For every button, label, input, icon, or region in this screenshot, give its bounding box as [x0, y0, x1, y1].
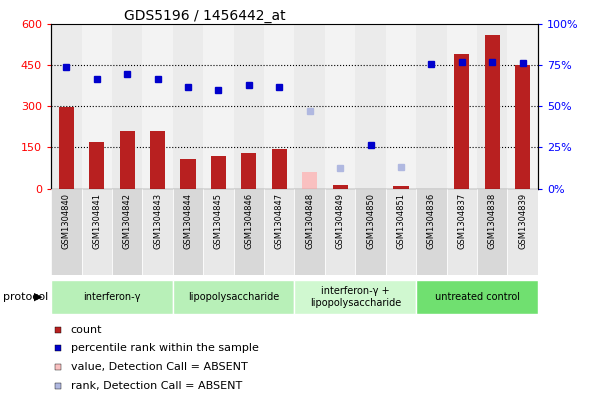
Bar	[416, 189, 447, 275]
Bar	[484, 35, 500, 189]
Text: count: count	[70, 325, 102, 334]
Text: GSM1304839: GSM1304839	[518, 193, 527, 249]
Bar	[120, 131, 135, 189]
Text: value, Detection Call = ABSENT: value, Detection Call = ABSENT	[70, 362, 247, 372]
Text: GSM1304837: GSM1304837	[457, 193, 466, 249]
Text: GSM1304840: GSM1304840	[62, 193, 71, 249]
Bar	[477, 24, 507, 189]
Text: percentile rank within the sample: percentile rank within the sample	[70, 343, 258, 353]
Bar	[477, 189, 507, 275]
Bar	[507, 24, 538, 189]
Text: GSM1304836: GSM1304836	[427, 193, 436, 249]
Text: GSM1304845: GSM1304845	[214, 193, 223, 249]
Bar	[294, 24, 325, 189]
Bar	[264, 24, 294, 189]
Text: rank, Detection Call = ABSENT: rank, Detection Call = ABSENT	[70, 380, 242, 391]
Text: GSM1304846: GSM1304846	[245, 193, 254, 249]
Bar	[241, 153, 257, 189]
Bar	[211, 156, 226, 189]
Text: GSM1304848: GSM1304848	[305, 193, 314, 249]
Bar	[355, 189, 386, 275]
Bar	[51, 24, 82, 189]
Bar	[325, 189, 355, 275]
Text: GDS5196 / 1456442_at: GDS5196 / 1456442_at	[124, 9, 285, 22]
Text: interferon-γ: interferon-γ	[83, 292, 141, 302]
Bar	[234, 24, 264, 189]
Text: GSM1304842: GSM1304842	[123, 193, 132, 249]
Bar	[173, 280, 294, 314]
Bar	[447, 189, 477, 275]
Bar	[112, 189, 142, 275]
Text: protocol: protocol	[3, 292, 48, 302]
Bar	[294, 189, 325, 275]
Bar	[386, 189, 416, 275]
Text: GSM1304849: GSM1304849	[335, 193, 344, 249]
Text: GSM1304838: GSM1304838	[488, 193, 497, 249]
Text: GSM1304844: GSM1304844	[183, 193, 192, 249]
Bar	[150, 131, 165, 189]
Bar	[386, 24, 416, 189]
Text: lipopolysaccharide: lipopolysaccharide	[188, 292, 279, 302]
Bar	[51, 280, 173, 314]
Bar	[89, 142, 105, 189]
Bar	[454, 54, 469, 189]
Bar	[325, 24, 355, 189]
Text: untreated control: untreated control	[435, 292, 519, 302]
Bar	[394, 186, 409, 189]
Bar	[234, 189, 264, 275]
Text: GSM1304841: GSM1304841	[92, 193, 101, 249]
Text: interferon-γ +
lipopolysaccharide: interferon-γ + lipopolysaccharide	[310, 286, 401, 307]
Bar	[355, 24, 386, 189]
Bar	[51, 189, 82, 275]
Text: GSM1304843: GSM1304843	[153, 193, 162, 249]
Bar	[59, 107, 74, 189]
Bar	[173, 189, 203, 275]
Bar	[112, 24, 142, 189]
Bar	[447, 24, 477, 189]
Bar	[264, 189, 294, 275]
Bar	[515, 65, 530, 189]
Text: ▶: ▶	[34, 292, 42, 302]
Text: GSM1304851: GSM1304851	[397, 193, 406, 249]
Text: GSM1304847: GSM1304847	[275, 193, 284, 249]
Bar	[142, 24, 173, 189]
Bar	[294, 280, 416, 314]
Bar	[203, 24, 234, 189]
Bar	[82, 24, 112, 189]
Bar	[302, 172, 317, 189]
Bar	[82, 189, 112, 275]
Text: GSM1304850: GSM1304850	[366, 193, 375, 249]
Bar	[416, 280, 538, 314]
Bar	[142, 189, 173, 275]
Bar	[332, 184, 348, 189]
Bar	[507, 189, 538, 275]
Bar	[173, 24, 203, 189]
Bar	[180, 159, 195, 189]
Bar	[416, 24, 447, 189]
Bar	[203, 189, 234, 275]
Bar	[272, 149, 287, 189]
